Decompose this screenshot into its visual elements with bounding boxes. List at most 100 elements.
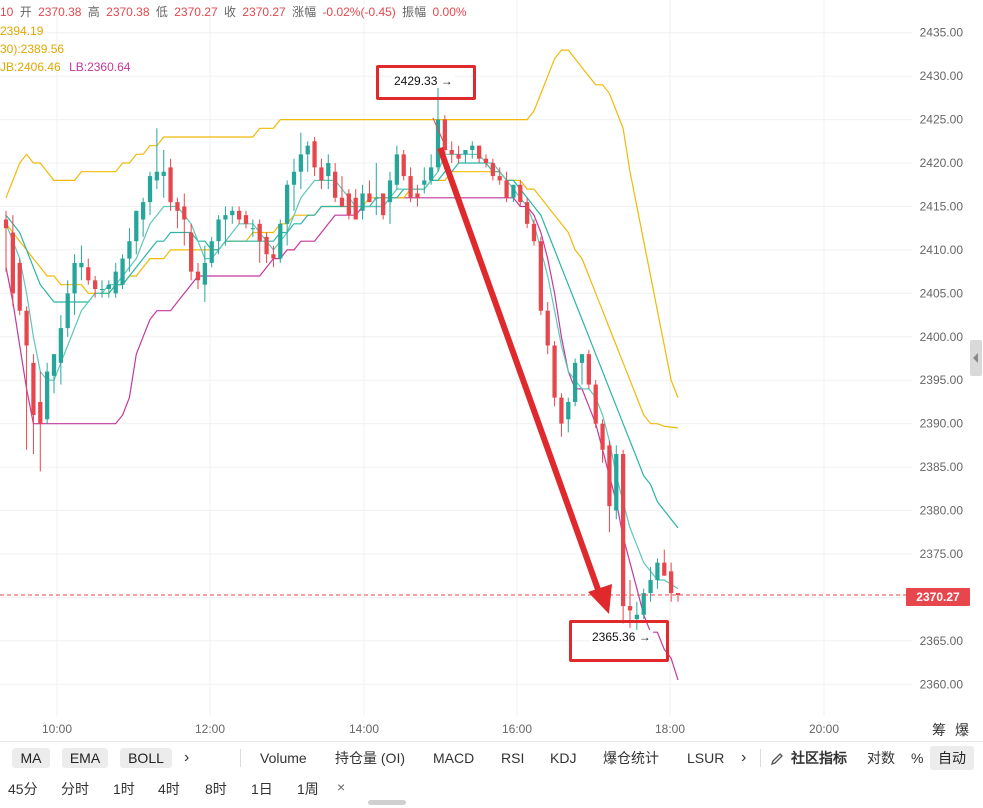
candle-body (648, 580, 653, 594)
chip-ema[interactable]: EMA (62, 748, 108, 768)
price-tick-label: 2380.00 (920, 504, 964, 518)
price-tick-label: 2400.00 (920, 330, 964, 344)
price-tick-label: 2425.00 (920, 113, 964, 127)
candle-body (333, 171, 338, 198)
tab-liquidation-stats[interactable]: 爆仓统计 (603, 750, 659, 766)
time-tick-label: 10:00 (42, 722, 72, 736)
ohlc-info-line: 10 开 2370.38 高 2370.38 低 2370.27 收 2370.… (0, 5, 470, 19)
candle-body (593, 384, 598, 424)
collapse-panel-handle[interactable] (970, 340, 982, 376)
close-icon[interactable]: × (337, 779, 346, 795)
indicator-bar: MA EMA BOLL › Volume 持仓量 (OI) MACD RSI K… (0, 742, 983, 774)
price-tick-label: 2395.00 (920, 373, 964, 387)
tab-open-interest[interactable]: 持仓量 (OI) (335, 750, 405, 766)
candle-body (141, 202, 146, 220)
candle-body (559, 397, 564, 424)
candle-body (477, 145, 482, 159)
candle-body (319, 167, 324, 181)
trend-arrow-head (588, 584, 612, 614)
candle-body (72, 262, 77, 294)
candle-body (65, 293, 70, 329)
tab-lsur[interactable]: LSUR (687, 750, 725, 766)
candle-body (31, 362, 36, 415)
chip-distribution-toggle[interactable]: 筹 (932, 722, 946, 738)
timeframe-45m[interactable]: 45分 (8, 781, 38, 797)
candle-body (3, 219, 9, 229)
liquidation-toggle[interactable]: 爆 (955, 722, 969, 738)
tab-macd[interactable]: MACD (433, 750, 475, 766)
candle-body (627, 606, 633, 611)
candle-body (442, 119, 447, 150)
time-tick-label: 14:00 (349, 722, 379, 736)
divider (760, 749, 761, 767)
candle-body (182, 206, 187, 220)
community-indicators[interactable]: 社区指标 (791, 750, 847, 766)
candle-body (504, 180, 509, 198)
boll-lb-value: LB:2360.64 (69, 60, 131, 74)
candle-body (154, 171, 159, 181)
candle-body (93, 280, 98, 289)
tab-kdj[interactable]: KDJ (550, 750, 577, 766)
candle-body (429, 167, 434, 181)
timeframe-1w[interactable]: 1周 (297, 781, 319, 797)
candle-body (422, 180, 427, 185)
price-tick-label: 2365.00 (920, 634, 964, 648)
low-annotation-box (569, 620, 669, 662)
candle-body (641, 593, 646, 615)
candle-body (291, 171, 297, 185)
high-label: 高 (87, 5, 100, 19)
chip-ma[interactable]: MA (12, 748, 50, 768)
timeframe-1h[interactable]: 1时 (113, 781, 135, 797)
chip-boll[interactable]: BOLL (120, 748, 172, 768)
price-tick-label: 2420.00 (920, 156, 964, 170)
candle-body (634, 614, 639, 620)
candle-body (387, 180, 393, 203)
candle-body (264, 236, 269, 255)
price-tick-label: 2360.00 (920, 677, 964, 691)
candle-body (134, 210, 139, 242)
candle-body (339, 197, 345, 207)
boll-lower-line (5, 197, 679, 681)
tab-rsi[interactable]: RSI (501, 750, 525, 766)
candle-body (38, 401, 43, 424)
candle-body (662, 562, 667, 576)
percent-scale-toggle[interactable]: % (911, 750, 924, 766)
boll-info-line: JB:2406.46 LB:2360.64 (0, 60, 133, 74)
chevron-right-icon[interactable]: › (184, 749, 190, 766)
candle-body (312, 141, 317, 168)
ma-mid-line (5, 162, 679, 529)
candle-body (566, 401, 571, 420)
candle-body (381, 193, 386, 216)
candle-body (326, 163, 331, 177)
candle-body (525, 202, 530, 224)
log-scale-toggle[interactable]: 对数 (867, 750, 895, 766)
candle-body (545, 310, 550, 346)
candle-body (58, 328, 63, 363)
candle-body (531, 223, 537, 242)
ma-value-2: 30):2389.56 (0, 42, 65, 56)
low-annotation-label: 2365.36 → (590, 630, 653, 644)
candle-body (607, 445, 612, 507)
timeframe-1d[interactable]: 1日 (251, 781, 273, 797)
candle-body (408, 176, 413, 198)
auto-scale-toggle[interactable]: 自动 (930, 746, 974, 770)
pencil-icon[interactable] (770, 752, 784, 766)
chevron-right-icon[interactable]: › (741, 749, 747, 766)
candle-body (168, 167, 173, 203)
candle-body (470, 145, 475, 150)
timeframe-4h[interactable]: 4时 (158, 781, 180, 797)
timeframe-tick[interactable]: 分时 (61, 781, 89, 797)
high-value: 2370.38 (106, 5, 150, 19)
high-annotation-label: 2429.33 → (392, 74, 455, 88)
candlestick-chart[interactable]: 2435.00 2430.00 2425.00 2420.00 2415.00 2410.… (0, 0, 983, 742)
candle-body (360, 193, 365, 211)
candle-body (79, 262, 84, 268)
timeframe-8h[interactable]: 8时 (205, 781, 227, 797)
candle-body (511, 184, 516, 198)
scroll-handle[interactable] (368, 800, 406, 805)
candle-body (127, 241, 132, 259)
close-label: 收 (223, 5, 236, 19)
tab-volume[interactable]: Volume (260, 750, 307, 766)
boll-upper-line (5, 49, 679, 398)
candle-body (573, 362, 578, 402)
